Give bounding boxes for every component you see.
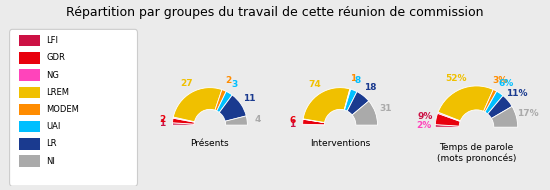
Bar [19,87,40,98]
Wedge shape [488,96,512,118]
Wedge shape [225,116,248,125]
Bar [19,155,40,167]
Bar [19,52,40,64]
Text: 17%: 17% [516,109,538,118]
Text: 52%: 52% [446,74,467,83]
Wedge shape [347,92,369,115]
Text: LFI: LFI [46,36,58,45]
Wedge shape [172,123,194,125]
Wedge shape [173,118,195,124]
Wedge shape [217,91,232,112]
Wedge shape [302,124,324,125]
Wedge shape [491,106,518,127]
Bar [19,138,40,150]
Wedge shape [219,95,246,121]
Text: MODEM: MODEM [46,105,79,114]
Text: 31: 31 [379,104,392,113]
Wedge shape [438,86,493,121]
Text: 2: 2 [225,76,231,85]
Text: Présents: Présents [191,139,229,148]
Wedge shape [173,88,222,122]
Wedge shape [303,88,350,123]
Wedge shape [303,119,324,123]
Wedge shape [435,125,459,127]
Wedge shape [483,89,497,112]
Text: Interventions: Interventions [310,139,370,148]
Text: 11%: 11% [506,89,527,98]
Wedge shape [344,89,351,110]
Wedge shape [438,112,460,121]
Text: 74: 74 [308,80,321,89]
Wedge shape [435,113,460,126]
FancyBboxPatch shape [9,29,138,186]
Text: 18: 18 [364,83,376,92]
Bar [19,35,40,47]
Text: Répartition par groupes du travail de cette réunion de commission: Répartition par groupes du travail de ce… [66,6,484,19]
Wedge shape [173,117,195,122]
Text: 8: 8 [355,76,361,85]
Wedge shape [352,101,378,125]
Bar [19,69,40,81]
Text: 27: 27 [180,79,192,88]
Text: NG: NG [46,71,59,80]
Text: 1: 1 [159,119,165,128]
Text: 2: 2 [159,115,166,124]
Text: 3: 3 [232,80,238,89]
Bar [19,121,40,132]
Text: 1: 1 [350,74,356,83]
Wedge shape [344,89,357,111]
Text: LREM: LREM [46,88,69,97]
Text: LR: LR [46,139,57,148]
Text: NI: NI [46,157,55,165]
Text: Temps de parole
(mots prononcés): Temps de parole (mots prononcés) [437,143,516,163]
Wedge shape [215,90,226,111]
Text: 2%: 2% [416,121,431,130]
Text: 11: 11 [244,94,256,103]
Text: 4: 4 [254,115,261,124]
Text: 9%: 9% [417,112,432,121]
Text: GDR: GDR [46,53,65,63]
Wedge shape [485,91,503,114]
Wedge shape [302,119,324,125]
Text: 6%: 6% [499,79,514,88]
Text: 6: 6 [289,116,295,125]
Text: 1: 1 [289,120,295,129]
Text: 3%: 3% [493,76,508,85]
Text: UAI: UAI [46,122,60,131]
Bar [19,104,40,115]
